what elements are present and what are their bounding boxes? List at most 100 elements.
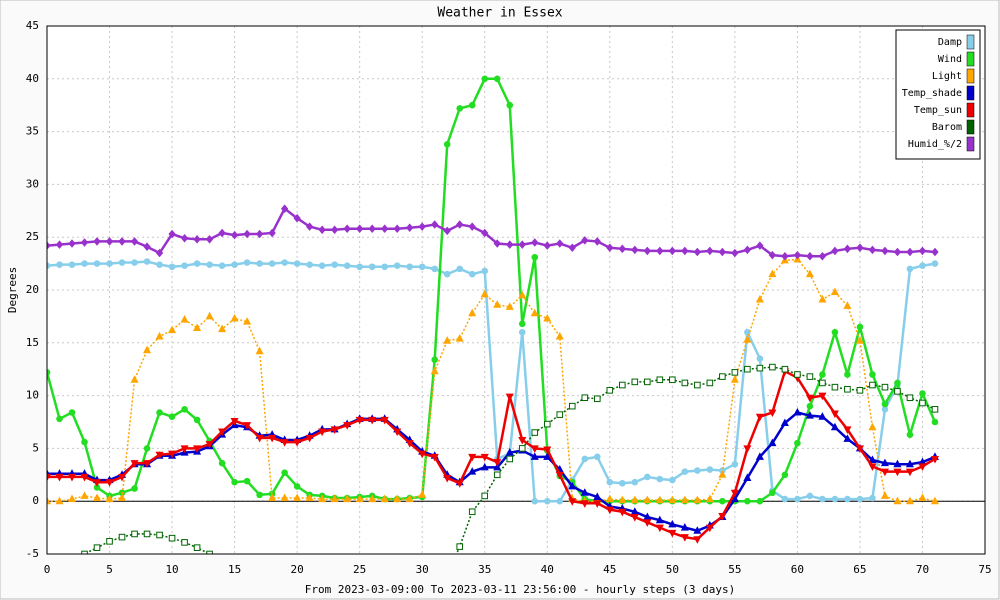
point bbox=[106, 538, 113, 545]
point bbox=[581, 394, 589, 402]
point bbox=[906, 431, 914, 438]
point bbox=[243, 229, 251, 239]
y-tick-label: 40 bbox=[26, 72, 39, 85]
point bbox=[919, 399, 926, 407]
series-line bbox=[47, 258, 936, 502]
y-tick-label: 35 bbox=[26, 125, 39, 138]
point bbox=[130, 237, 139, 246]
point bbox=[343, 262, 351, 270]
point bbox=[769, 489, 776, 497]
point bbox=[918, 246, 927, 256]
point bbox=[755, 413, 764, 422]
point bbox=[706, 466, 714, 473]
point bbox=[568, 402, 576, 410]
point bbox=[431, 220, 439, 229]
point bbox=[206, 261, 213, 268]
point bbox=[568, 243, 576, 253]
point bbox=[205, 235, 214, 244]
point bbox=[255, 346, 264, 355]
point bbox=[443, 336, 452, 344]
point bbox=[518, 320, 526, 328]
point bbox=[793, 250, 802, 260]
legend-swatch bbox=[966, 119, 975, 135]
y-tick-label: 5 bbox=[32, 441, 39, 454]
point bbox=[856, 323, 864, 331]
point bbox=[893, 496, 902, 505]
series bbox=[47, 254, 940, 505]
point bbox=[644, 378, 651, 386]
point bbox=[606, 243, 614, 253]
point bbox=[393, 224, 401, 234]
point bbox=[843, 426, 852, 434]
point bbox=[231, 478, 238, 486]
point bbox=[605, 494, 614, 503]
point bbox=[355, 494, 364, 503]
point bbox=[92, 479, 102, 487]
point bbox=[868, 463, 877, 471]
point bbox=[668, 529, 677, 538]
point bbox=[556, 497, 564, 505]
legend-label: Wind bbox=[938, 54, 962, 65]
point bbox=[755, 294, 764, 303]
point bbox=[530, 452, 539, 460]
x-tick-label: 40 bbox=[541, 563, 554, 576]
point bbox=[255, 434, 264, 443]
point bbox=[356, 263, 363, 271]
point bbox=[606, 478, 614, 486]
point bbox=[680, 495, 689, 504]
series bbox=[81, 363, 939, 554]
point bbox=[418, 490, 427, 498]
point bbox=[893, 468, 902, 477]
point bbox=[331, 261, 338, 268]
point bbox=[68, 239, 76, 248]
point bbox=[894, 388, 901, 395]
point bbox=[693, 247, 702, 257]
point bbox=[105, 479, 114, 487]
point bbox=[919, 390, 926, 397]
point bbox=[643, 519, 652, 527]
point bbox=[643, 246, 651, 256]
point bbox=[418, 222, 426, 231]
point bbox=[830, 287, 839, 296]
point bbox=[343, 422, 352, 430]
point bbox=[668, 246, 676, 256]
point bbox=[531, 238, 539, 247]
point bbox=[256, 491, 263, 499]
point bbox=[619, 381, 626, 389]
point bbox=[593, 395, 601, 403]
point bbox=[543, 241, 551, 250]
point bbox=[668, 519, 677, 528]
point bbox=[543, 497, 551, 505]
point bbox=[806, 373, 814, 380]
point bbox=[455, 480, 464, 488]
x-tick-label: 25 bbox=[353, 563, 366, 576]
point bbox=[568, 498, 577, 506]
point bbox=[143, 258, 151, 265]
point bbox=[55, 496, 64, 505]
point bbox=[518, 436, 527, 445]
point bbox=[205, 441, 214, 449]
point bbox=[106, 260, 113, 267]
point bbox=[669, 476, 676, 484]
point bbox=[806, 402, 814, 410]
point bbox=[118, 493, 127, 502]
point bbox=[68, 409, 76, 416]
point bbox=[518, 240, 526, 249]
point bbox=[655, 495, 664, 504]
point bbox=[81, 438, 88, 446]
x-tick-label: 45 bbox=[603, 563, 616, 576]
point bbox=[80, 473, 89, 482]
point bbox=[855, 445, 864, 453]
point bbox=[793, 407, 802, 416]
point bbox=[931, 418, 939, 426]
point bbox=[518, 445, 526, 452]
point bbox=[355, 416, 364, 425]
point bbox=[931, 406, 939, 413]
legend-label: Light bbox=[932, 71, 962, 82]
point bbox=[493, 75, 501, 83]
plot-frame bbox=[46, 25, 986, 555]
point bbox=[243, 317, 252, 325]
point bbox=[218, 459, 226, 467]
legend: Damp Wind Light Temp_shade Temp_sun Barom Humi… bbox=[895, 29, 981, 160]
point bbox=[530, 308, 539, 317]
